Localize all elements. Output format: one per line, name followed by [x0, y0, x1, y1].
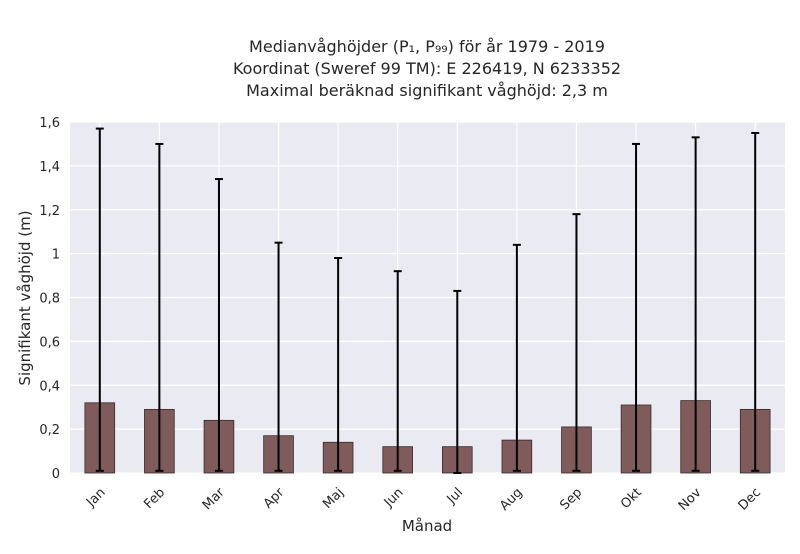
y-tick-label: 1,6 [39, 116, 60, 131]
x-tick-label: Jul [444, 485, 466, 507]
chart-title-line-2: Koordinat (Sweref 99 TM): E 226419, N 62… [233, 59, 621, 78]
y-axis-label: Signifikant våghöjd (m) [16, 210, 34, 385]
chart-title: Medianvåghöjder (P₁, P₉₉) för år 1979 - … [233, 37, 621, 100]
chart-title-line-1: Medianvåghöjder (P₁, P₉₉) för år 1979 - … [249, 37, 605, 56]
x-tick-label: Okt [618, 485, 645, 512]
x-tick-label: Jan [83, 485, 108, 510]
x-tick-label: Feb [141, 485, 168, 512]
x-tick-label: Maj [320, 485, 347, 512]
x-tick-label: Mar [200, 485, 228, 513]
error-bars [95, 127, 760, 474]
x-axis-label: Månad [402, 517, 452, 535]
y-tick-label: 0,2 [39, 423, 60, 438]
y-axis-ticks: 0 0,2 0,4 0,6 0,8 1 1,2 1,4 1,6 [39, 116, 60, 482]
y-tick-label: 0 [52, 467, 60, 482]
x-tick-label: Apr [261, 485, 288, 512]
y-tick-label: 1,2 [39, 204, 60, 219]
y-tick-label: 1,4 [39, 160, 60, 175]
x-tick-label: Jun [381, 485, 407, 511]
y-tick-label: 0,4 [39, 379, 60, 394]
x-tick-label: Sep [557, 485, 585, 513]
y-tick-label: 1 [52, 248, 60, 263]
x-axis-ticks: Jan Feb Mar Apr Maj Jun Jul Aug Sep Okt Nov Dec [83, 485, 764, 514]
x-tick-label: Nov [676, 485, 705, 514]
y-tick-label: 0,8 [39, 292, 60, 307]
chart-title-line-3: Maximal beräknad signifikant våghöjd: 2,… [246, 81, 608, 100]
x-tick-label: Aug [497, 485, 526, 514]
y-tick-label: 0,6 [39, 335, 60, 350]
x-tick-label: Dec [736, 485, 764, 513]
